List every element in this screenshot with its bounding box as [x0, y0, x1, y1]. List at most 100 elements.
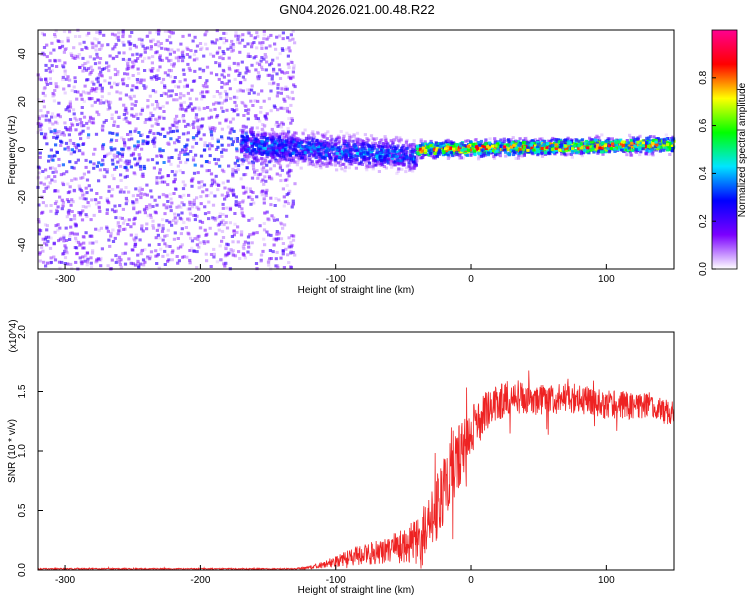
heatmap-cell	[163, 212, 167, 216]
heatmap-cell	[119, 265, 123, 269]
heatmap-cell	[389, 144, 393, 148]
heatmap-cell	[332, 154, 336, 158]
heatmap-cell	[100, 163, 104, 167]
heatmap-cell	[284, 135, 288, 139]
heatmap-cell	[225, 92, 229, 96]
heatmap-cell	[183, 145, 187, 148]
heatmap-cell	[196, 237, 200, 241]
heatmap-cell	[582, 145, 586, 149]
heatmap-cell	[106, 107, 110, 111]
heatmap-cell	[143, 192, 147, 196]
heatmap-cell	[125, 174, 129, 178]
heatmap-cell	[52, 242, 56, 246]
heatmap-cell	[498, 154, 502, 158]
heatmap-cell	[87, 184, 91, 188]
heatmap-cell	[296, 139, 300, 143]
heatmap-cell	[262, 237, 266, 241]
heatmap-cell	[42, 53, 46, 57]
heatmap-cell	[54, 200, 59, 204]
heatmap-cell	[238, 41, 242, 45]
heatmap-cell	[42, 190, 46, 193]
heatmap-cell	[140, 42, 144, 46]
heatmap-cell	[274, 134, 278, 138]
heatmap-cell	[267, 233, 271, 237]
heatmap-cell	[291, 157, 295, 161]
heatmap-cell	[169, 130, 173, 134]
heatmap-cell	[156, 68, 160, 72]
heatmap-cell	[272, 81, 276, 85]
heatmap-cell	[213, 41, 217, 45]
heatmap-cell	[140, 109, 144, 112]
heatmap-cell	[46, 239, 50, 243]
heatmap-cell	[252, 148, 256, 152]
heatmap-cell	[50, 154, 55, 158]
heatmap-cell	[299, 166, 303, 170]
heatmap-cell	[55, 65, 59, 68]
heatmap-cell	[129, 165, 133, 169]
heatmap-cell	[89, 188, 93, 192]
heatmap-cell	[226, 136, 231, 140]
heatmap-cell	[479, 154, 484, 158]
heatmap-cell	[58, 46, 62, 50]
heatmap-cell	[158, 58, 162, 62]
heatmap-cell	[49, 209, 53, 213]
heatmap-cell	[311, 152, 315, 156]
heatmap-cell	[123, 251, 127, 255]
heatmap-cell	[276, 86, 280, 90]
heatmap-cell	[261, 189, 265, 193]
heatmap-cell	[63, 48, 67, 51]
heatmap-cell	[218, 244, 222, 248]
heatmap-cell	[61, 183, 66, 187]
heatmap-cell	[237, 250, 241, 254]
heatmap-cell	[325, 165, 329, 168]
heatmap-cell	[143, 260, 147, 264]
heatmap-cell	[279, 106, 283, 110]
heatmap-cell	[184, 226, 188, 229]
heatmap-cell	[257, 173, 261, 177]
heatmap-cell	[289, 160, 293, 164]
heatmap-cell	[408, 163, 412, 167]
heatmap-cell	[107, 189, 111, 193]
heatmap-cell	[174, 56, 178, 60]
heatmap-cell	[294, 150, 298, 154]
heatmap-cell	[364, 149, 368, 153]
heatmap-cell	[354, 166, 358, 170]
heatmap-cell	[278, 149, 282, 153]
heatmap-cell	[159, 94, 164, 97]
heatmap-cell	[514, 142, 518, 145]
heatmap-cell	[122, 141, 127, 144]
heatmap-cell	[227, 73, 231, 77]
heatmap-cell	[59, 132, 63, 136]
heatmap-cell	[220, 258, 224, 262]
heatmap-cell	[108, 151, 112, 155]
heatmap-cell	[415, 159, 419, 163]
heatmap-cell	[264, 143, 268, 147]
heatmap-cell	[251, 149, 255, 153]
heatmap-cell	[110, 208, 115, 212]
heatmap-cell	[402, 157, 406, 161]
heatmap-cell	[285, 164, 289, 168]
heatmap-cell	[53, 175, 57, 179]
heatmap-cell	[268, 63, 272, 67]
heatmap-cell	[279, 139, 283, 143]
heatmap-cell	[405, 143, 409, 146]
heatmap-cell	[133, 242, 138, 246]
heatmap-cell	[260, 47, 264, 50]
heatmap-cell	[329, 139, 333, 143]
heatmap-cell	[387, 152, 391, 156]
heatmap-cell	[137, 37, 141, 41]
heatmap-cell	[273, 42, 277, 46]
heatmap-cell	[251, 160, 255, 164]
heatmap-cell	[92, 166, 96, 170]
heatmap-cell	[185, 255, 189, 259]
heatmap-cell	[277, 144, 281, 147]
heatmap-cell	[394, 135, 398, 139]
heatmap-cell	[143, 69, 147, 72]
heatmap-cell	[124, 202, 128, 206]
heatmap-cell	[151, 55, 155, 59]
heatmap-cell	[352, 133, 356, 137]
heatmap-cell	[134, 236, 138, 240]
heatmap-cell	[112, 81, 117, 85]
heatmap-cell	[498, 151, 502, 155]
heatmap-cell	[275, 218, 279, 222]
